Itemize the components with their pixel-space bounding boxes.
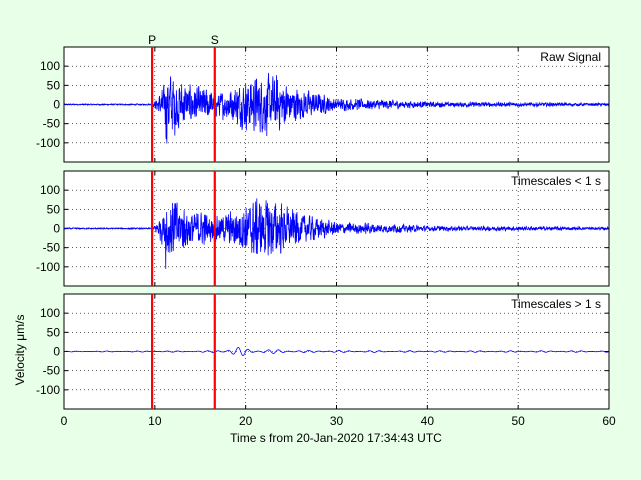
panels: -100 -50 0 50 100 Raw Signal -100 -50 0 50 100 Time…: [36, 46, 610, 410]
x-tick-label: 30: [330, 414, 344, 428]
phase-label-p: P: [148, 33, 156, 47]
plot-frame: [63, 293, 610, 410]
x-tick-label: 60: [602, 414, 616, 428]
x-axis: 0 10 20 30 40 50 60: [61, 414, 616, 428]
y-tick-label: 100: [40, 183, 60, 197]
y-tick-label: -50: [43, 117, 61, 131]
y-tick-label: -50: [43, 241, 61, 255]
plot-frame: [63, 170, 610, 287]
y-tick-label: 100: [40, 306, 60, 320]
panel-title: Timescales > 1 s: [511, 297, 601, 311]
y-tick-label: 50: [47, 202, 61, 216]
y-tick-label: -100: [36, 260, 60, 274]
y-axis-label: Velocity μm/s: [13, 315, 27, 386]
x-axis-label: Time s from 20-Jan-2020 17:34:43 UTC: [230, 431, 442, 445]
panel-title: Raw Signal: [540, 50, 601, 64]
y-tick-label: 0: [53, 98, 60, 112]
y-tick-label: -50: [43, 364, 61, 378]
y-tick-label: 100: [40, 59, 60, 73]
x-tick-label: 0: [61, 414, 68, 428]
signal-trace: [63, 198, 610, 269]
plot-frame: [63, 46, 610, 163]
signal-trace: [63, 72, 610, 144]
y-tick-label: 0: [53, 222, 60, 236]
x-tick-label: 20: [239, 414, 253, 428]
y-tick-label: 0: [53, 345, 60, 359]
panel-1: -100 -50 0 50 100 Raw Signal: [36, 46, 610, 163]
panel-3: -100 -50 0 50 100 Timescales > 1 s: [36, 293, 610, 410]
y-tick-label: -100: [36, 383, 60, 397]
y-tick-label: 50: [47, 325, 61, 339]
x-tick-label: 10: [148, 414, 162, 428]
panel-2: -100 -50 0 50 100 Timescales < 1 s: [36, 170, 610, 287]
x-tick-label: 40: [421, 414, 435, 428]
x-tick-label: 50: [511, 414, 525, 428]
panel-title: Timescales < 1 s: [511, 174, 601, 188]
signal-trace: [63, 346, 610, 356]
y-tick-label: -100: [36, 136, 60, 150]
y-tick-label: 50: [47, 78, 61, 92]
phase-label-s: S: [211, 33, 219, 47]
